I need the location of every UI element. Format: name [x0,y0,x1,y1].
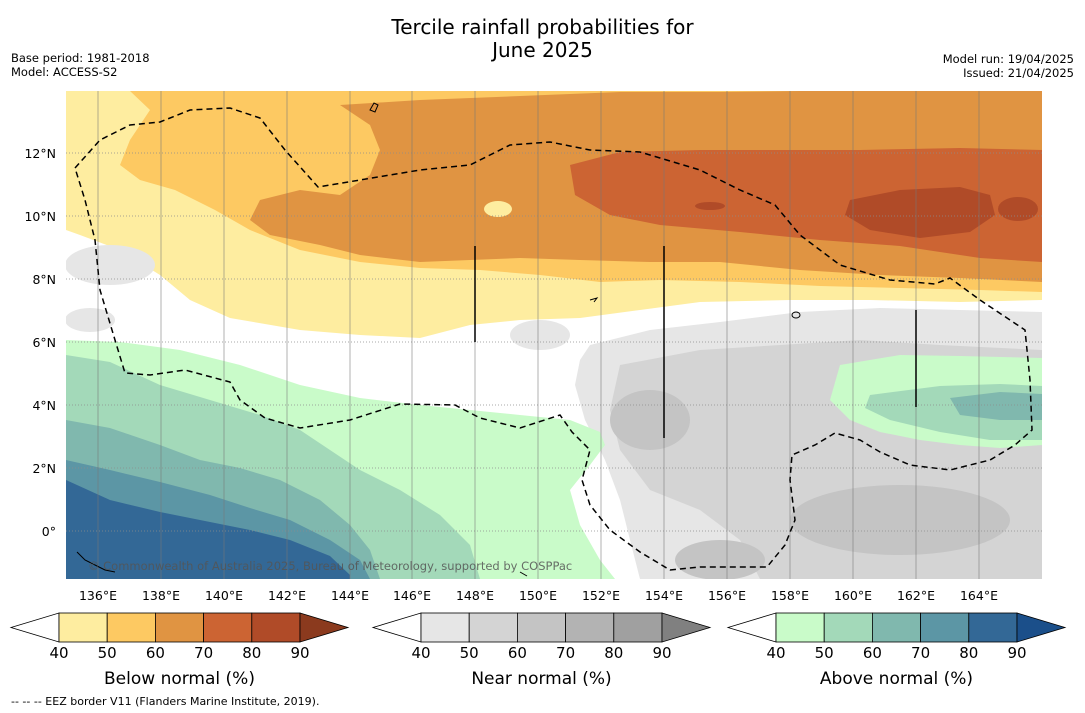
lon-label: 160°E [834,588,872,603]
colorbar-segment [203,612,253,643]
base-period: Base period: 1981-2018 [11,51,150,65]
colorbar-extend-high [661,612,712,643]
below-normal-90 [845,187,995,238]
model-run: Model run: 19/04/2025 [942,52,1074,66]
colorbar-tick: 60 [863,644,882,662]
colorbar-tick: 40 [49,644,68,662]
lon-label: 164°E [960,588,998,603]
colorbar-tick: 70 [556,644,575,662]
colorbar-tick: 90 [652,644,671,662]
colorbars: 40 50 60 70 80 90 Below normal (%) 40 50 60 70 80 90… [9,612,1067,689]
colorbar-extend-low [726,612,777,643]
lon-label: 140°E [205,588,243,603]
colorbar-label: Near normal (%) [471,669,611,689]
lat-label: 2°N [32,461,56,476]
colorbar-extend-low [371,612,422,643]
colorbar-2: 40 50 60 70 80 90 Above normal (%) [726,612,1067,689]
lat-label: 6°N [32,335,56,350]
colorbar-tick: 70 [194,644,213,662]
colorbar-segment [613,612,663,643]
colorbar-tick: 80 [604,644,623,662]
colorbar-0: 40 50 60 70 80 90 Below normal (%) [9,612,350,689]
colorbar-segment [106,612,156,643]
below-normal-90-spot [998,197,1038,221]
issued-date: Issued: 21/04/2025 [963,66,1074,80]
lon-label: 152°E [582,588,620,603]
lat-label: 10°N [24,209,56,224]
lat-label: 8°N [32,272,56,287]
lon-label: 148°E [456,588,494,603]
lon-label: 136°E [79,588,117,603]
eez-border [74,107,1033,571]
colorbar-segment [468,612,518,643]
lon-label: 154°E [645,588,683,603]
lat-label: 4°N [32,398,56,413]
colorbar-segment [154,612,204,643]
colorbar-tick: 50 [98,644,117,662]
colorbar-tick: 50 [815,644,834,662]
colorbar-tick: 80 [242,644,261,662]
colorbar-extend-high [299,612,350,643]
chart-title: Tercile rainfall probabilities for [391,15,694,39]
lon-label: 144°E [331,588,369,603]
colorbar-tick: 40 [766,644,785,662]
colorbar-tick: 50 [460,644,479,662]
colorbar-segment [920,612,970,643]
colorbar-label: Above normal (%) [820,669,973,689]
colorbar-1: 40 50 60 70 80 90 Near normal (%) [371,612,712,689]
colorbar-label: Below normal (%) [104,669,255,689]
colorbar-tick: 90 [290,644,309,662]
colorbar-tick: 40 [411,644,430,662]
colorbar-tick: 90 [1007,644,1026,662]
colorbar-segment [58,612,108,643]
lon-label: 146°E [393,588,431,603]
lon-label: 158°E [771,588,809,603]
chart-subtitle: June 2025 [492,38,593,62]
colorbar-extend-high [1016,612,1067,643]
colorbar-segment [968,612,1018,643]
colorbar-tick: 60 [508,644,527,662]
colorbar-segment [517,612,567,643]
eez-footnote: -- -- -- EEZ border V11 (Flanders Marine… [11,695,320,708]
lon-label: 138°E [142,588,180,603]
colorbar-tick: 70 [911,644,930,662]
colorbar-segment [251,612,301,643]
graticule [66,152,1042,532]
colorbar-segment [775,612,825,643]
copyright-text: © Commonwealth of Australia 2025, Bureau… [88,559,572,573]
model-name: Model: ACCESS-S2 [11,65,118,79]
colorbar-segment [565,612,615,643]
colorbar-segment [823,612,873,643]
above-normal-90 [66,480,350,579]
lat-label: 12°N [24,146,56,161]
colorbar-extend-low [9,612,60,643]
lon-label: 156°E [708,588,746,603]
lon-label: 150°E [519,588,557,603]
colorbar-tick: 60 [146,644,165,662]
colorbar-tick: 80 [959,644,978,662]
probability-field [66,91,1042,579]
colorbar-segment [420,612,470,643]
lon-label: 162°E [897,588,935,603]
lon-label: 142°E [268,588,306,603]
colorbar-segment [872,612,922,643]
lat-label: 0° [42,524,56,539]
